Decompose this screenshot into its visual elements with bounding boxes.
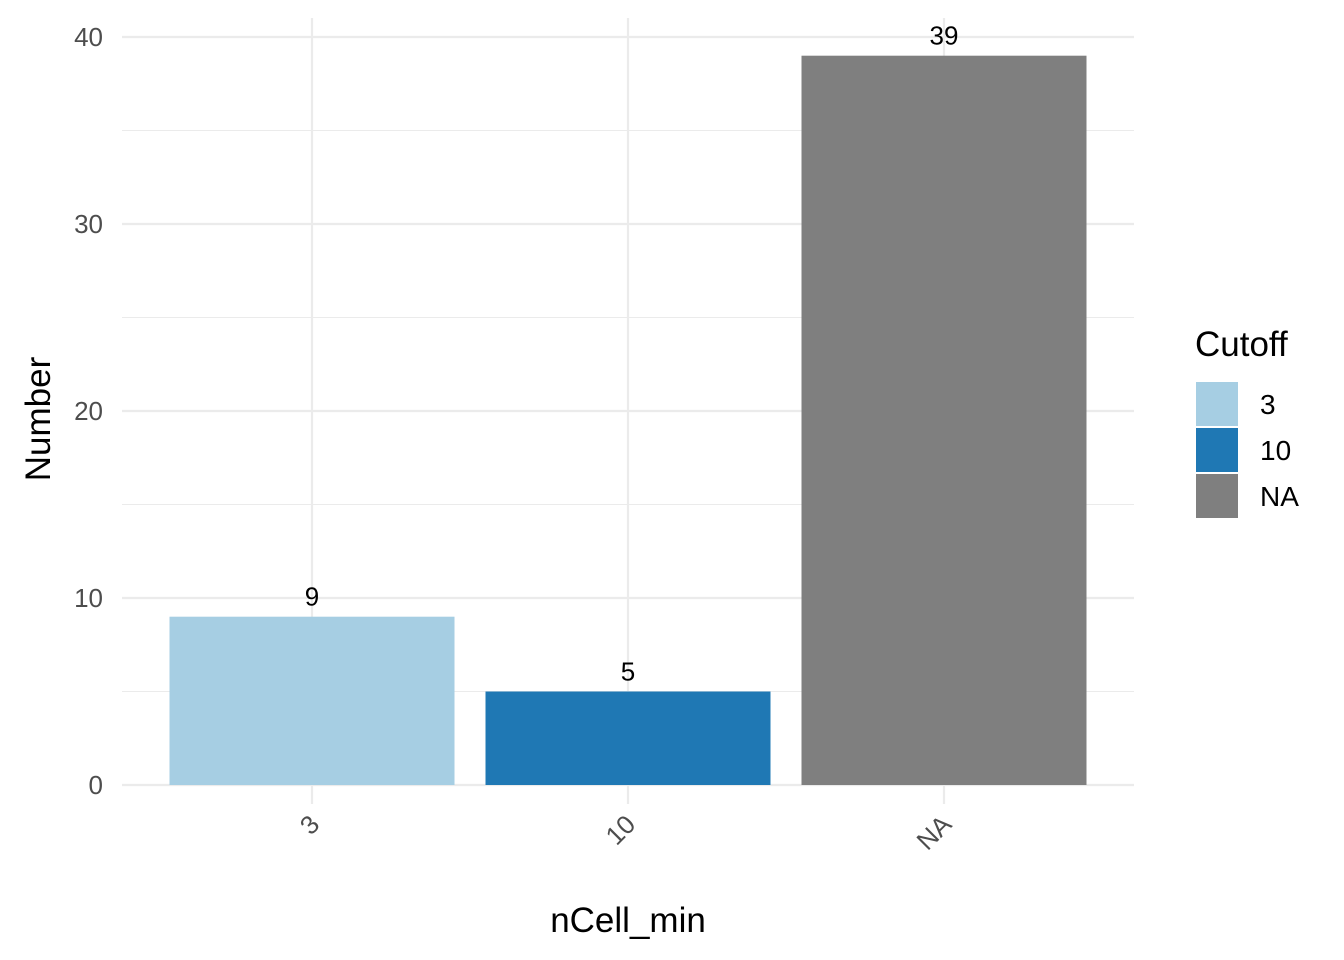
y-tick-label: 40 [74, 22, 103, 52]
legend-key-3 [1196, 382, 1238, 426]
y-axis-title: Number [19, 356, 58, 481]
legend-label-3: 3 [1260, 389, 1276, 420]
legend-key-NA [1196, 474, 1238, 518]
bar-10 [485, 691, 771, 785]
x-axis-ticks: 3 10 NA [294, 809, 958, 856]
data-label-NA: 39 [930, 21, 959, 51]
legend: Cutoff 3 10 NA [1195, 325, 1299, 518]
data-label-3: 9 [305, 582, 319, 612]
x-axis-title: nCell_min [550, 901, 706, 940]
x-tick-label: NA [910, 809, 957, 856]
legend-items: 3 10 NA [1196, 382, 1299, 518]
bars [169, 55, 1087, 785]
legend-label-10: 10 [1260, 435, 1291, 466]
data-labels: 9 5 39 [305, 21, 959, 687]
y-tick-label: 20 [74, 396, 103, 426]
legend-title: Cutoff [1195, 325, 1288, 364]
legend-key-10 [1196, 428, 1238, 472]
x-tick-label: 3 [294, 809, 325, 840]
data-label-10: 5 [621, 657, 635, 687]
y-tick-label: 10 [74, 583, 103, 613]
y-tick-label: 0 [89, 770, 103, 800]
y-axis-ticks: 0 10 20 30 40 [74, 22, 103, 800]
legend-label-NA: NA [1260, 481, 1299, 512]
y-tick-label: 30 [74, 209, 103, 239]
bar-NA [801, 55, 1087, 785]
x-tick-label: 10 [600, 809, 642, 851]
bar-3 [169, 616, 455, 785]
